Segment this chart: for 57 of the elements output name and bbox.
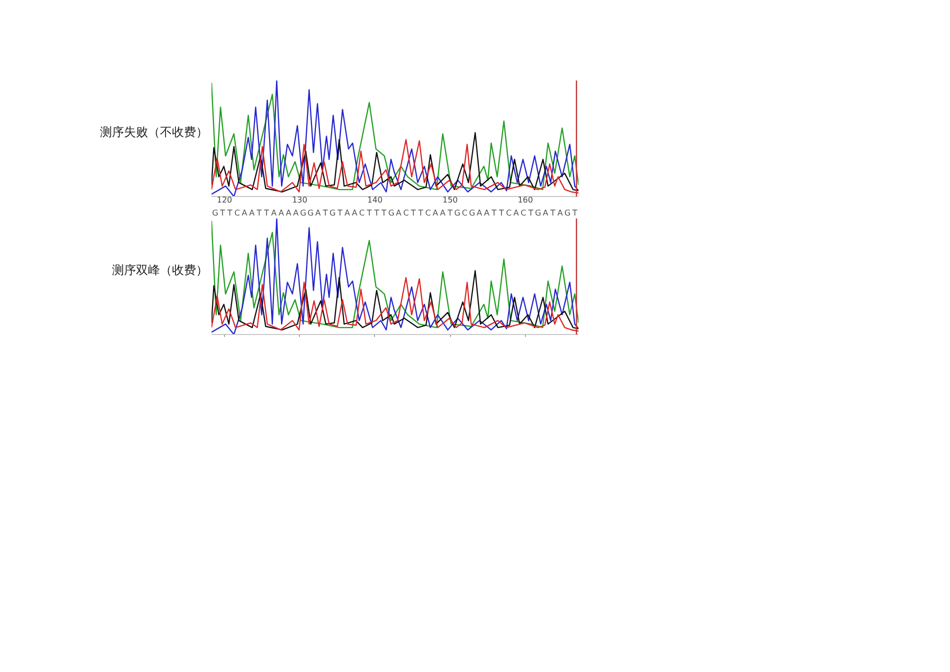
category-label: G — [454, 208, 460, 218]
category-label: C — [425, 208, 432, 218]
category-label: T — [498, 208, 504, 218]
category-label: A — [484, 208, 490, 218]
category-label: C — [234, 208, 240, 218]
x-tick-label: 130 — [292, 196, 308, 204]
category-label: T — [373, 208, 380, 218]
category-label: A — [352, 208, 358, 218]
category-label: A — [271, 208, 278, 218]
category-label: A — [542, 208, 549, 218]
category-label: A — [293, 208, 300, 218]
category-label: T — [549, 208, 556, 218]
x-tick-label: 150 — [442, 196, 458, 204]
x-tick-label: 140 — [367, 196, 383, 204]
category-label: T — [219, 208, 226, 218]
category-label: A — [315, 208, 322, 218]
category-label: T — [417, 208, 424, 218]
text: 测序双峰（收费） — [112, 262, 208, 279]
category-label: A — [396, 208, 402, 218]
x-tick-label: 120 — [216, 196, 232, 204]
category-label: T — [380, 208, 387, 218]
category-label: A — [344, 208, 351, 218]
category-label: A — [513, 208, 520, 218]
category-label: G — [212, 208, 218, 218]
category-label: T — [366, 208, 372, 218]
category-label: T — [263, 208, 270, 218]
category-label: A — [476, 208, 483, 218]
category-label: C — [520, 208, 527, 218]
category-label: G — [535, 208, 542, 218]
category-label: G — [330, 208, 336, 218]
category-label: A — [432, 208, 439, 218]
text: 测序失败（不收费） — [100, 124, 208, 141]
category-label: A — [249, 208, 256, 218]
category-label: G — [300, 208, 306, 218]
category-label: G — [564, 208, 571, 218]
category-label: A — [242, 208, 248, 218]
category-label: G — [307, 208, 314, 218]
category-label: T — [527, 208, 534, 218]
category-label: A — [286, 208, 292, 218]
category-label: C — [359, 208, 366, 218]
category-label: T — [446, 208, 453, 218]
category-label: T — [322, 208, 328, 218]
category-label: T — [226, 208, 232, 218]
category-label: T — [410, 208, 416, 218]
category-label: T — [336, 208, 343, 218]
category-label: G — [468, 208, 476, 218]
category-label: G — [388, 208, 394, 218]
category-label: C — [462, 208, 468, 218]
x-tick-label: 160 — [518, 196, 533, 204]
category-label: A — [557, 208, 564, 218]
category-label: A — [440, 208, 446, 218]
category-label: C — [506, 208, 512, 218]
category-label: C — [403, 208, 410, 218]
category-label: A — [278, 208, 284, 218]
category-label: T — [256, 208, 262, 218]
category-label: T — [490, 208, 497, 218]
category-label: T — [571, 208, 578, 218]
